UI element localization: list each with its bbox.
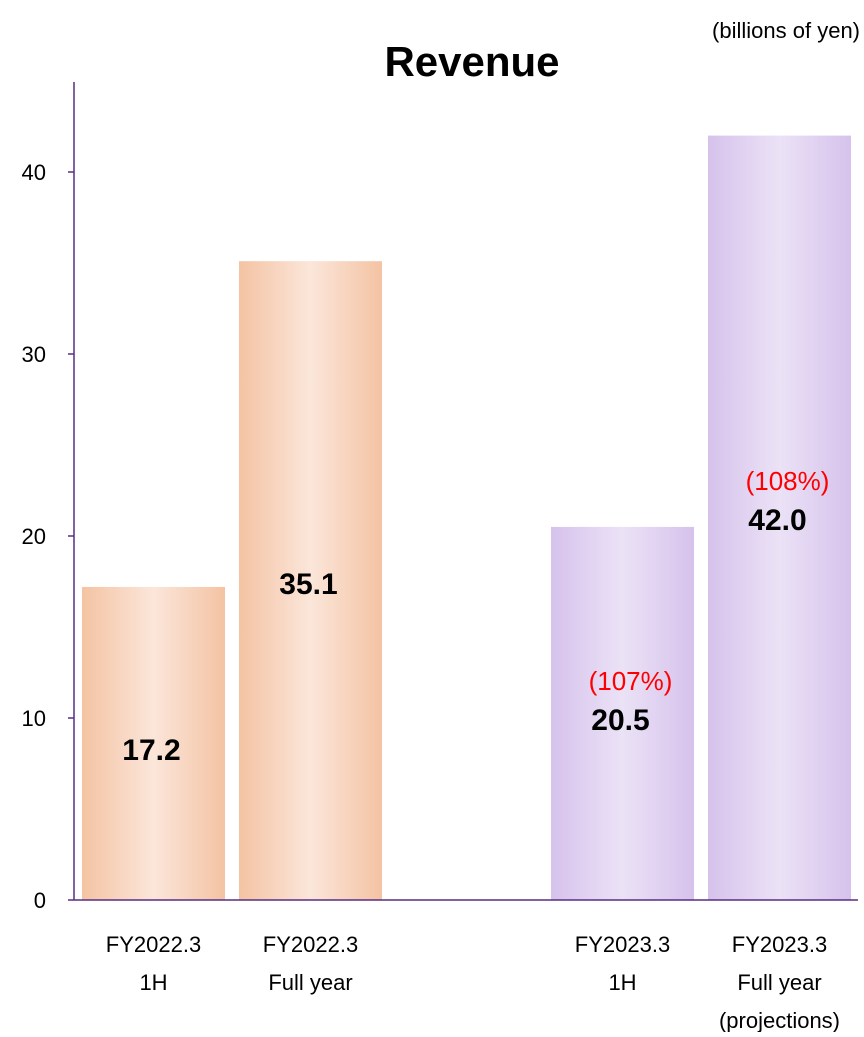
unit-note: (billions of yen) <box>712 18 860 43</box>
labels-layer: FY2022.3 1H FY2022.3 Full year FY2023.3 1H FY2… <box>106 466 840 1033</box>
x-tick-label: 1H <box>608 970 636 995</box>
x-tick-label: FY2022.3 <box>106 932 201 957</box>
bar-1 <box>239 261 382 900</box>
data-label: 17.2 <box>122 734 180 767</box>
axis-layer: 0 10 20 30 40 <box>22 82 858 913</box>
x-tick-label: FY2022.3 <box>263 932 358 957</box>
x-tick-label: Full year <box>268 970 352 995</box>
x-tick-label: FY2023.3 <box>732 932 827 957</box>
data-label: 42.0 <box>748 504 806 537</box>
x-tick-label: FY2023.3 <box>575 932 670 957</box>
y-tick-label: 20 <box>22 524 46 549</box>
bar-0 <box>82 586 225 900</box>
y-tick-label: 0 <box>34 888 46 913</box>
y-tick-label: 30 <box>22 342 46 367</box>
x-tick-label: (projections) <box>719 1008 840 1032</box>
data-label: 20.5 <box>591 704 649 737</box>
y-tick-label: 40 <box>22 160 46 185</box>
x-tick-label: Full year <box>737 970 821 995</box>
growth-label: (107%) <box>589 666 673 696</box>
x-tick-label: 1H <box>139 970 167 995</box>
bars-layer <box>82 135 851 901</box>
data-label: 35.1 <box>279 568 337 601</box>
y-tick-label: 10 <box>22 706 46 731</box>
chart-title: Revenue <box>384 38 559 85</box>
growth-label: (108%) <box>746 466 830 496</box>
bar-3 <box>708 135 851 901</box>
bar-2 <box>551 526 694 900</box>
